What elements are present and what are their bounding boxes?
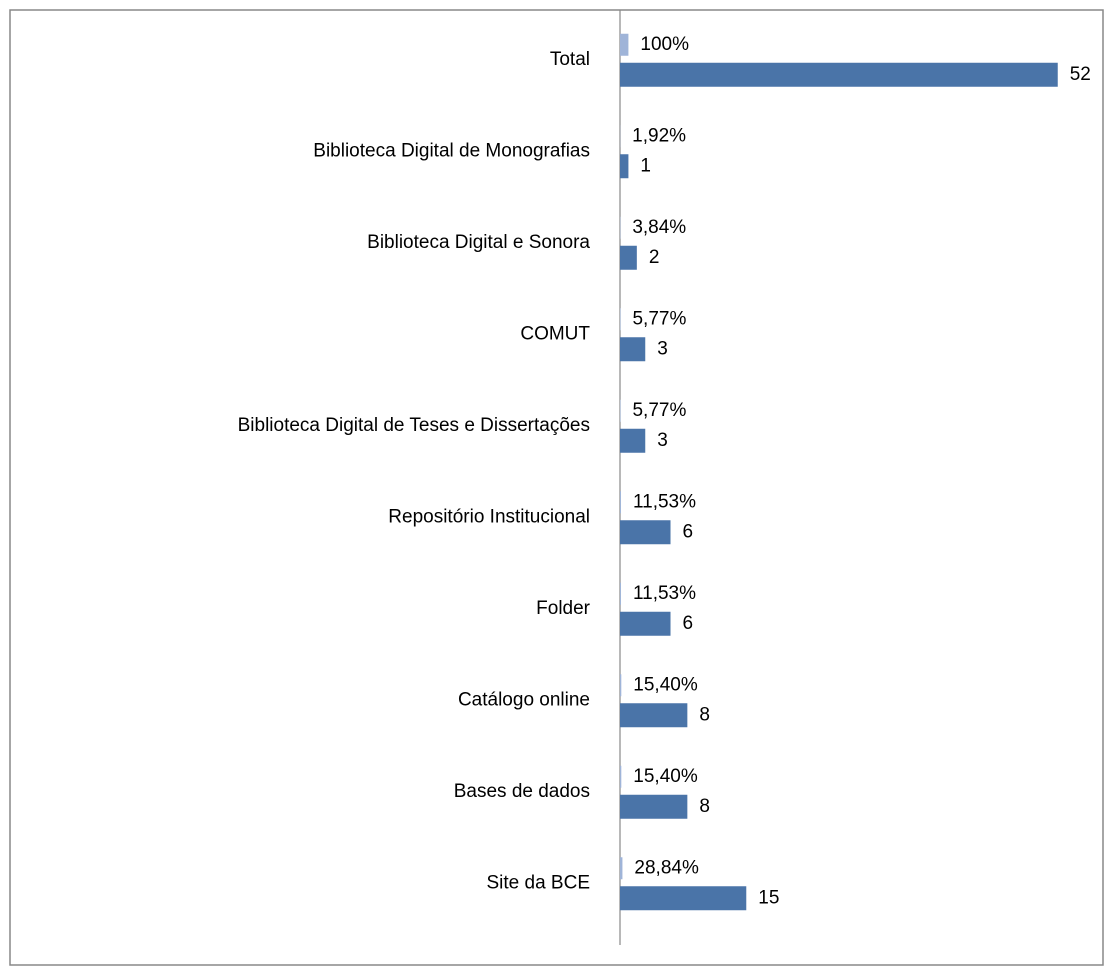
- chart-frame: [9, 9, 1104, 966]
- category-label: Bases de dados: [454, 781, 590, 802]
- category-label: Biblioteca Digital de Monografias: [313, 140, 590, 161]
- data-label: 28,84%: [634, 857, 699, 878]
- bar: [620, 428, 646, 453]
- bar: [620, 765, 622, 788]
- data-label: 6: [683, 521, 694, 542]
- data-label: 11,53%: [633, 583, 696, 604]
- data-label: 2: [649, 247, 660, 268]
- bar: [620, 582, 621, 605]
- bar: [620, 33, 629, 56]
- data-label: 52: [1070, 64, 1091, 85]
- category-label: Repositório Institucional: [388, 506, 590, 527]
- data-label: 6: [683, 613, 694, 634]
- category-label: Biblioteca Digital de Teses e Dissertaçõ…: [238, 415, 590, 436]
- bar: [620, 794, 688, 819]
- data-label: 15,40%: [633, 674, 698, 695]
- data-label: 5,77%: [632, 308, 686, 329]
- bar: [620, 491, 621, 514]
- data-label: 15: [758, 887, 779, 908]
- category-label: Site da BCE: [487, 872, 591, 893]
- category-label: Catálogo online: [458, 689, 590, 710]
- bar: [620, 245, 637, 270]
- category-label: Total: [550, 49, 590, 70]
- data-label: 3,84%: [632, 217, 686, 238]
- bar: [620, 520, 671, 545]
- bar: [620, 857, 623, 880]
- bar: [620, 62, 1058, 87]
- data-label: 5,77%: [632, 400, 686, 421]
- category-label: COMUT: [520, 323, 590, 344]
- category-label: Folder: [536, 598, 591, 619]
- data-label: 8: [699, 704, 710, 725]
- data-label: 3: [657, 338, 668, 359]
- data-label: 15,40%: [633, 766, 698, 787]
- bar: [620, 674, 622, 697]
- data-label: 11,53%: [633, 491, 696, 512]
- data-label: 100%: [640, 34, 689, 55]
- data-label: 1,92%: [632, 125, 686, 146]
- bar: [620, 703, 688, 728]
- data-label: 1: [640, 155, 651, 176]
- bar: [620, 886, 747, 911]
- bar: [620, 154, 629, 179]
- data-label: 8: [699, 796, 710, 817]
- data-label: 3: [657, 430, 668, 451]
- bar: [620, 611, 671, 636]
- category-label: Biblioteca Digital e Sonora: [367, 232, 590, 253]
- bar: [620, 337, 646, 362]
